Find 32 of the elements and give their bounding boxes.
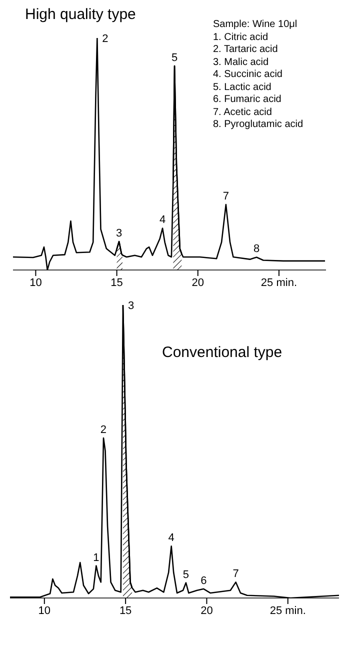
annotation: 4: [159, 214, 166, 226]
annotation: 5: [182, 568, 190, 581]
annotation: 2: [100, 424, 107, 436]
annotation: 6: [200, 574, 207, 587]
x-tick-label: 25 min.: [260, 276, 298, 289]
annotation: 2. Tartaric acid: [213, 44, 279, 56]
x-tick-label: 25 min.: [270, 604, 306, 617]
annotation: 1: [93, 552, 100, 564]
annotation: 3. Malic acid: [213, 56, 270, 69]
annotation: 8: [254, 243, 260, 256]
text: Conventional type: [162, 344, 282, 361]
x-tick-label: 15: [110, 276, 123, 289]
annotation: 5. Lactic acid: [213, 82, 272, 94]
annotation: 1. Citric acid: [213, 32, 270, 44]
annotation: 6. Fumaric acid: [213, 94, 282, 106]
annotation: 8. Pyroglutamic acid: [213, 119, 304, 132]
chart-title: High quality type: [25, 6, 136, 23]
text: Sample: Wine 10μl: [213, 19, 298, 32]
annotation: 3: [128, 300, 134, 312]
x-tick-label: 10: [38, 604, 51, 617]
annotation: 4. Succinic acid: [213, 69, 284, 82]
annotation: 7: [232, 568, 239, 580]
annotation: 4: [168, 532, 174, 544]
x-tick-label: 10: [30, 276, 42, 289]
annotation: 5: [171, 52, 178, 64]
annotation: 7. Acetic acid: [213, 106, 273, 119]
x-tick-label: 15: [119, 604, 132, 617]
x-tick-label: 20: [200, 604, 213, 617]
annotation: 2: [102, 32, 108, 45]
x-tick-label: 20: [192, 276, 204, 289]
annotation: 7: [222, 190, 229, 203]
annotation: 3: [116, 227, 122, 240]
